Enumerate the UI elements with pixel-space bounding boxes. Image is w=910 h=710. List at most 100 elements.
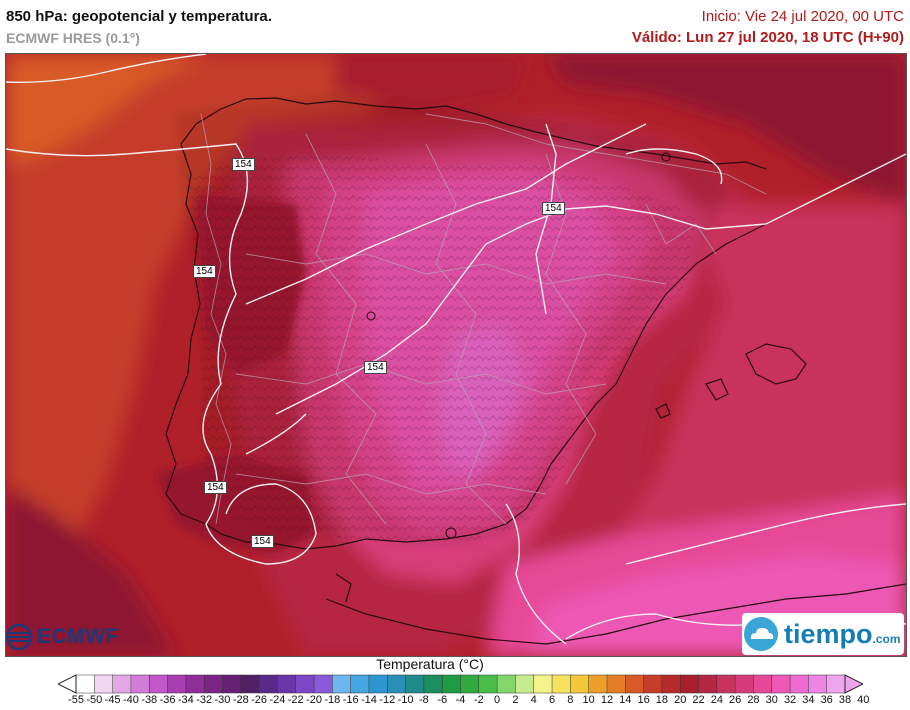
colorbar-cell xyxy=(441,674,462,694)
colorbar-tick-label: 2 xyxy=(512,694,519,706)
colorbar-cell xyxy=(496,674,517,694)
colorbar-cell xyxy=(185,674,205,694)
ecmwf-logo-icon xyxy=(5,624,33,650)
colorbar-tick-label: -38 xyxy=(141,694,158,706)
colorbar-tick-label: -20 xyxy=(306,694,322,706)
colorbar-cell xyxy=(753,674,773,694)
colorbar-cell xyxy=(313,674,334,694)
colorbar-tick-label: -2 xyxy=(473,694,484,706)
contour-label: 154 xyxy=(542,202,565,215)
colorbar-tick-label: 26 xyxy=(729,694,742,706)
colorbar-tick-label: 8 xyxy=(567,694,574,706)
colorbar-tick-label: 14 xyxy=(619,694,632,706)
colorbar-cell xyxy=(240,674,260,694)
colorbar-tick-label: -50 xyxy=(86,694,103,706)
colorbar-tick-label: 32 xyxy=(783,694,797,706)
colorbar-cell xyxy=(112,674,132,694)
colorbar-cell xyxy=(332,674,352,694)
colorbar-cell xyxy=(643,674,663,694)
tiempo-logo-suffix: .com xyxy=(872,632,901,646)
colorbar-tick-label: -30 xyxy=(214,694,231,706)
colorbar-tick-label: 24 xyxy=(710,694,723,706)
contour-label: 154 xyxy=(193,265,216,278)
contour-label: 154 xyxy=(251,535,274,548)
colorbar-cell xyxy=(75,674,96,694)
colorbar-tick-label: 16 xyxy=(637,694,650,706)
colorbar-tick-label: 22 xyxy=(692,694,705,706)
colorbar-cell xyxy=(698,674,718,694)
colorbar-cell xyxy=(551,674,572,694)
colorbar-tick-label: -36 xyxy=(159,694,176,706)
ecmwf-logo-text: ECMWF xyxy=(37,625,119,648)
colorbar-tick-label: 10 xyxy=(582,694,595,706)
colorbar-cell xyxy=(826,674,846,694)
borders xyxy=(200,113,767,525)
colorbar-tick-label: -24 xyxy=(269,694,286,706)
cloud-logo-icon xyxy=(744,617,778,651)
colorbar-tick-label: -22 xyxy=(287,694,304,706)
tiempo-logo: tiempo .com xyxy=(742,613,904,655)
colorbar-tick-label: 30 xyxy=(765,694,778,706)
legend-title: Temperatura (°C) xyxy=(376,656,484,672)
colorbar-tick-label: 40 xyxy=(857,694,870,706)
colorbar-cell xyxy=(679,674,700,694)
color-scale-ticks: -55 -50 -45 -40 -38 -36 -34 -32 -30 -28 -26 -24 -22-… xyxy=(0,694,910,710)
colorbar-cell xyxy=(368,674,389,694)
colorbar-cell xyxy=(405,674,425,694)
contour-label: 154 xyxy=(364,361,387,374)
colorbar-tick-label: -34 xyxy=(177,694,194,706)
city-markers xyxy=(366,152,671,539)
colorbar-cell xyxy=(203,674,224,694)
colorbar-tick-label: -55 xyxy=(68,694,84,706)
colorbar-cell xyxy=(588,674,608,694)
colorbar-tick-label: -18 xyxy=(324,694,341,706)
header-right: Inicio: Vie 24 jul 2020, 00 UTC Válido: … xyxy=(632,6,904,48)
colorbar-tick-label: 28 xyxy=(747,694,760,706)
colorbar-tick-label: -6 xyxy=(437,694,448,706)
geopotential-contours xyxy=(6,54,906,645)
colorbar-cell xyxy=(258,674,279,694)
colorbar-cell xyxy=(734,674,755,694)
contour-label: 154 xyxy=(204,481,227,494)
colorbar-cell xyxy=(94,674,114,694)
colorbar-tick-label: 36 xyxy=(820,694,833,706)
contour-label: 154 xyxy=(232,158,255,171)
colorbar-tick-label: 0 xyxy=(494,694,501,706)
colorbar-tick-label: -14 xyxy=(360,694,377,706)
model-name: ECMWF HRES (0.1°) xyxy=(6,30,140,46)
colorbar-max-arrow xyxy=(844,674,863,694)
colorbar-cell xyxy=(222,674,242,694)
colorbar-tick-label: 18 xyxy=(655,694,669,706)
colorbar-tick-label: 38 xyxy=(838,694,852,706)
forecast-map: 154 154 154 154 154 154 xyxy=(5,53,907,657)
colorbar-cell xyxy=(148,674,169,694)
valid-time: Válido: Lun 27 jul 2020, 18 UTC (H+90) xyxy=(631,29,904,46)
colorbar-tick-label: 4 xyxy=(530,694,537,706)
colorbar-cell xyxy=(130,674,150,694)
colorbar-tick-label: -8 xyxy=(418,694,429,706)
colorbar-cell xyxy=(716,674,736,694)
coastlines xyxy=(165,97,906,645)
terrain-relief xyxy=(186,154,696,544)
color-scale-bar xyxy=(58,674,863,694)
colorbar-cell xyxy=(350,674,370,694)
colorbar-cell xyxy=(661,674,681,694)
colorbar-cell xyxy=(533,674,553,694)
colorbar-cell xyxy=(478,674,498,694)
colorbar-cell xyxy=(277,674,297,694)
tiempo-logo-text: tiempo xyxy=(784,618,873,649)
colorbar-tick-label: -12 xyxy=(379,694,396,706)
colorbar-tick-label: -45 xyxy=(104,694,121,706)
colorbar-cell xyxy=(771,674,791,694)
colorbar-cell xyxy=(570,674,590,694)
map-title: 850 hPa: geopotencial y temperatura. xyxy=(6,8,272,25)
colorbar-cell xyxy=(789,674,810,694)
colorbar-cell xyxy=(460,674,480,694)
colorbar-tick-label: 34 xyxy=(802,694,815,706)
colorbar-tick-label: -26 xyxy=(251,694,268,706)
colorbar-cell xyxy=(295,674,315,694)
colorbar-cell xyxy=(606,674,627,694)
colorbar-cell xyxy=(167,674,187,694)
colorbar-tick-label: 6 xyxy=(548,694,556,706)
colorbar-cell xyxy=(515,674,535,694)
